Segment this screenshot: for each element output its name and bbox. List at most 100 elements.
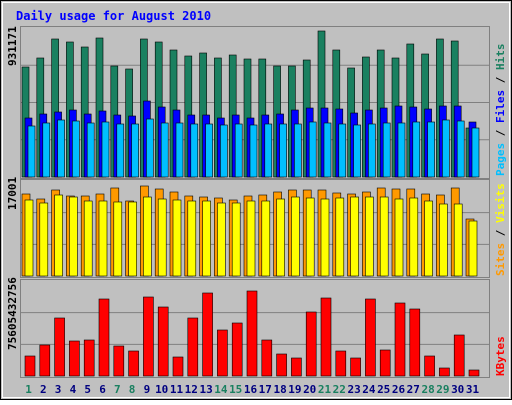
- hits-pages-bar: [412, 121, 421, 178]
- visits-sites-bar: [202, 200, 211, 277]
- day-label: 14: [214, 383, 228, 396]
- kbytes-kbytes-bar: [143, 296, 154, 377]
- day-label: 5: [84, 383, 91, 396]
- kbytes-max-label: 75605432756: [6, 277, 19, 350]
- visits-max-label: 17001: [6, 177, 19, 210]
- kbytes-kbytes-bar: [394, 302, 406, 377]
- hits-pages-bar: [456, 120, 465, 178]
- day-label: 13: [199, 383, 212, 396]
- day-label: 31: [466, 383, 480, 396]
- day-label: 16: [244, 383, 258, 396]
- kbytes-kbytes-bar: [453, 334, 465, 377]
- day-label: 15: [229, 383, 242, 396]
- day-label: 7: [114, 383, 121, 396]
- visits-sites-bar: [350, 196, 359, 277]
- chart-frame-inner: [2, 2, 510, 398]
- files-hits-separator: /: [494, 70, 507, 90]
- hits-pages-bar: [220, 124, 228, 178]
- hits-pages-bar: [382, 122, 391, 178]
- visits-sites-bar: [187, 200, 197, 277]
- hits-pages-bar: [42, 122, 51, 178]
- kbytes-kbytes-bar: [98, 298, 110, 377]
- visits-sites-bar: [217, 202, 226, 277]
- visits-sites-bar: [335, 197, 345, 277]
- visits-sites-bar: [128, 201, 137, 277]
- files-legend: Files: [494, 90, 507, 123]
- hits-pages-bar: [57, 119, 65, 178]
- chart-title: Daily usage for August 2010: [16, 9, 211, 23]
- day-label: 23: [347, 383, 360, 396]
- hits-pages-bar: [471, 127, 480, 178]
- visits-sites-bar: [39, 202, 49, 277]
- day-label: 24: [362, 383, 376, 396]
- hits-pages-bar: [146, 118, 154, 178]
- day-label: 20: [303, 383, 316, 396]
- visits-sites-bar: [409, 197, 419, 277]
- kbytes-kbytes-bar: [439, 367, 450, 377]
- kbytes-kbytes-bar: [335, 350, 347, 377]
- kbytes-kbytes-bar: [276, 353, 287, 377]
- visits-axis-label: Sites / Visits: [494, 183, 507, 276]
- day-label: 8: [129, 383, 136, 396]
- hits-pages-bar: [249, 124, 258, 178]
- visits-sites-bar: [261, 200, 271, 277]
- pages-legend: Pages: [494, 143, 507, 176]
- visits-legend: Visits: [494, 183, 507, 223]
- day-label: 25: [377, 383, 390, 396]
- visits-sites-bar: [468, 220, 478, 277]
- visits-sites-bar: [439, 203, 448, 277]
- kbytes-kbytes-bar: [261, 339, 273, 377]
- kbytes-kbytes-bar: [468, 369, 480, 377]
- visits-sites-bar: [98, 200, 108, 277]
- hits-pages-bar: [160, 122, 169, 178]
- hits-axis-label: Pages / Files / Hits: [494, 44, 507, 177]
- day-label: 10: [155, 383, 168, 396]
- hits-pages-bar: [442, 119, 450, 178]
- kbytes-kbytes-bar: [128, 350, 139, 377]
- day-label: 18: [273, 383, 286, 396]
- hits-pages-bar: [190, 123, 199, 178]
- kbytes-kbytes-bar: [246, 290, 258, 377]
- day-label: 9: [144, 383, 151, 396]
- hits-pages-bar: [116, 123, 125, 178]
- hits-pages-bar: [427, 121, 435, 178]
- sites-visits-separator: /: [494, 223, 507, 243]
- kbytes-kbytes-bar: [231, 322, 243, 377]
- kbytes-kbytes-bar: [54, 317, 65, 377]
- hits-pages-bar: [205, 123, 213, 178]
- hits-pages-bar: [131, 123, 139, 178]
- hits-pages-bar: [397, 122, 406, 178]
- visits-sites-bar: [172, 199, 182, 277]
- kbytes-kbytes-bar: [291, 357, 302, 377]
- day-label: 6: [99, 383, 106, 396]
- visits-sites-bar: [231, 202, 241, 277]
- day-label: 19: [288, 383, 301, 396]
- visits-sites-bar: [83, 200, 93, 277]
- visits-sites-bar: [276, 198, 285, 277]
- visits-sites-bar: [113, 201, 123, 277]
- hits-legend: Hits: [494, 44, 507, 71]
- hits-pages-bar: [368, 123, 376, 178]
- kbytes-kbytes-bar: [187, 317, 199, 377]
- day-labels: 1 2 3 4 5 6 7 8 9 10 11 12 13 14 15 16 17 18 19 20 21 22 23 24 2…: [25, 383, 479, 396]
- visits-sites-bar: [246, 200, 256, 277]
- hits-pages-bar: [101, 121, 110, 178]
- kbytes-kbytes-bar: [83, 339, 95, 377]
- visits-sites-bar: [424, 200, 433, 277]
- hits-pages-bar: [86, 122, 95, 178]
- day-label: 30: [451, 383, 464, 396]
- hits-pages-bar: [264, 123, 273, 178]
- kbytes-kbytes-bar: [217, 329, 228, 377]
- visits-sites-bar: [453, 203, 463, 277]
- kbytes-kbytes-bar: [172, 356, 184, 377]
- kbytes-kbytes-bar: [69, 340, 80, 377]
- visits-sites-bar: [291, 196, 300, 277]
- hits-pages-bar: [27, 125, 36, 178]
- day-label: 26: [392, 383, 406, 396]
- day-label: 28: [421, 383, 434, 396]
- day-label: 29: [436, 383, 449, 396]
- visits-sites-bar: [379, 196, 389, 277]
- day-label: 12: [185, 383, 198, 396]
- kbytes-kbytes-bar: [202, 292, 213, 377]
